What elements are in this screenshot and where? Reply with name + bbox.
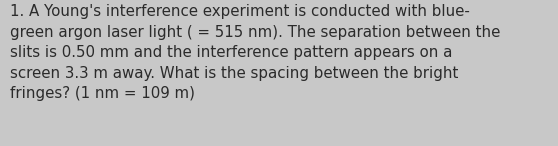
- Text: 1. A Young's interference experiment is conducted with blue-
green argon laser l: 1. A Young's interference experiment is …: [10, 4, 501, 101]
